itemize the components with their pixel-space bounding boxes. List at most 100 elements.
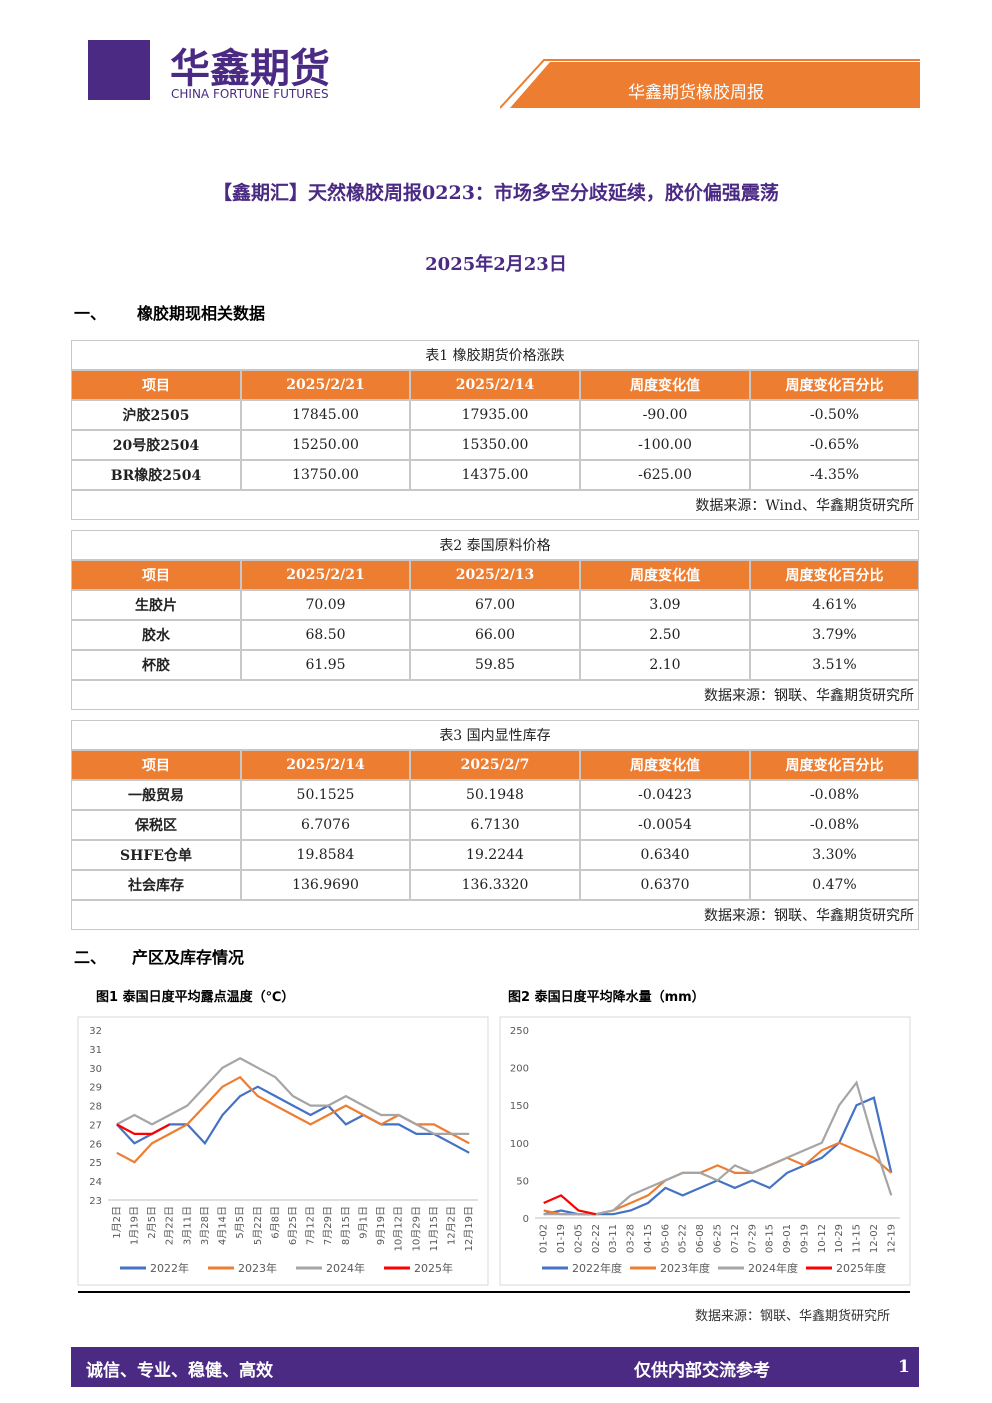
series-line	[116, 1075, 470, 1164]
x-tick-label: 8月15日	[340, 1206, 352, 1245]
y-tick-label: 200	[510, 1064, 529, 1075]
x-tick-label: 12-02	[869, 1224, 880, 1253]
x-tick-label: 12月2日	[446, 1206, 458, 1245]
section-num: 一、	[74, 304, 107, 323]
table-cell: 胶水	[71, 620, 241, 650]
table-header: 2025/2/21	[241, 370, 410, 400]
x-tick-label: 7月12日	[305, 1206, 317, 1245]
legend-label: 2023年	[238, 1261, 277, 1275]
banner-text: 华鑫期货橡胶周报	[628, 83, 764, 103]
table-source: 数据来源：钢联、华鑫期货研究所	[71, 680, 919, 710]
table-cell: -100.00	[580, 430, 750, 460]
x-tick-label: 08-15	[765, 1224, 776, 1253]
legend-label: 2024年度	[748, 1261, 798, 1275]
x-tick-label: 07-29	[747, 1224, 758, 1253]
table-source: 数据来源：Wind、华鑫期货研究所	[71, 490, 919, 520]
table-cell: 4.61%	[750, 590, 919, 620]
x-tick-label: 05-06	[660, 1224, 671, 1253]
table-cell: 0.47%	[750, 870, 919, 900]
y-tick-label: 29	[89, 1083, 102, 1094]
page-number: 1	[898, 1357, 910, 1377]
table-cell: 3.51%	[750, 650, 919, 680]
table-source: 数据来源：钢联、华鑫期货研究所	[71, 900, 919, 930]
logo-box	[88, 40, 150, 100]
x-tick-label: 06-25	[713, 1224, 724, 1253]
table-header: 项目	[71, 560, 241, 590]
table-caption: 表3 国内显性库存	[71, 720, 919, 750]
table-header: 2025/2/14	[241, 750, 410, 780]
x-tick-label: 11月15日	[428, 1206, 440, 1251]
table-cell: 19.2244	[410, 840, 580, 870]
x-tick-label: 01-02	[539, 1224, 550, 1253]
y-tick-label: 150	[510, 1101, 529, 1112]
table-cell: 3.30%	[750, 840, 919, 870]
table-cell: 2.50	[580, 620, 750, 650]
table-cell: -625.00	[580, 460, 750, 490]
table-cell: -90.00	[580, 400, 750, 430]
table-cell: 68.50	[241, 620, 410, 650]
y-tick-label: 250	[510, 1026, 529, 1037]
series-line	[543, 1080, 893, 1216]
table-cell: 0.6340	[580, 840, 750, 870]
y-tick-label: 28	[89, 1102, 102, 1113]
table-header: 周度变化百分比	[750, 560, 919, 590]
table-header: 周度变化百分比	[750, 750, 919, 780]
x-tick-label: 09-01	[782, 1224, 793, 1253]
table-header: 周度变化值	[580, 370, 750, 400]
table-cell: BR橡胶2504	[71, 460, 241, 490]
table-cell: 社会库存	[71, 870, 241, 900]
chart-frame	[499, 1016, 911, 1286]
table-cell: 2.10	[580, 650, 750, 680]
table-cell: 0.6370	[580, 870, 750, 900]
table-cell: 14375.00	[410, 460, 580, 490]
y-tick-label: 31	[89, 1045, 102, 1056]
x-tick-label: 07-12	[730, 1224, 741, 1253]
table-header: 周度变化值	[580, 560, 750, 590]
footer-right: 仅供内部交流参考	[634, 1361, 770, 1381]
table-cell: 13750.00	[241, 460, 410, 490]
y-tick-label: 25	[89, 1158, 102, 1169]
legend-label: 2023年度	[660, 1261, 710, 1275]
x-tick-label: 6月25日	[287, 1206, 299, 1245]
y-tick-label: 27	[89, 1120, 102, 1131]
section-title: 橡胶期现相关数据	[137, 304, 266, 323]
x-tick-label: 06-08	[695, 1224, 706, 1253]
x-tick-label: 11-15	[852, 1224, 863, 1253]
table-header: 2025/2/13	[410, 560, 580, 590]
table-cell: -0.0423	[580, 780, 750, 810]
x-tick-label: 6月8日	[269, 1206, 281, 1239]
table-cell: 15250.00	[241, 430, 410, 460]
table-header: 2025/2/21	[241, 560, 410, 590]
y-tick-label: 24	[89, 1177, 102, 1188]
x-tick-label: 10月12日	[393, 1206, 405, 1251]
table-cell: -0.65%	[750, 430, 919, 460]
x-tick-label: 02-22	[591, 1224, 602, 1253]
x-tick-label: 03-11	[608, 1224, 619, 1253]
table-caption: 表1 橡胶期货价格涨跌	[71, 340, 919, 370]
x-tick-label: 3月28日	[199, 1206, 211, 1245]
x-tick-label: 04-15	[643, 1224, 654, 1253]
section-num: 二、	[74, 948, 107, 967]
table-cell: 15350.00	[410, 430, 580, 460]
table-cell: 3.09	[580, 590, 750, 620]
series-line	[115, 1085, 470, 1154]
table-cell: 59.85	[410, 650, 580, 680]
table-cell: 6.7130	[410, 810, 580, 840]
x-tick-label: 12月19日	[463, 1206, 475, 1251]
table-cell: 杯胶	[71, 650, 241, 680]
y-tick-label: 0	[523, 1214, 529, 1225]
series-line	[116, 1123, 171, 1135]
x-tick-label: 2月5日	[146, 1206, 158, 1239]
table-cell: -0.0054	[580, 810, 750, 840]
series-line	[543, 1141, 893, 1216]
table-cell: 17935.00	[410, 400, 580, 430]
table-cell: 50.1948	[410, 780, 580, 810]
x-tick-label: 01-19	[556, 1224, 567, 1253]
x-tick-label: 05-22	[678, 1224, 689, 1253]
table-cell: 20号胶2504	[71, 430, 241, 460]
table-header: 项目	[71, 370, 241, 400]
x-tick-label: 09-19	[799, 1224, 810, 1253]
x-tick-label: 10月29日	[410, 1206, 422, 1251]
table-cell: 沪胶2505	[71, 400, 241, 430]
